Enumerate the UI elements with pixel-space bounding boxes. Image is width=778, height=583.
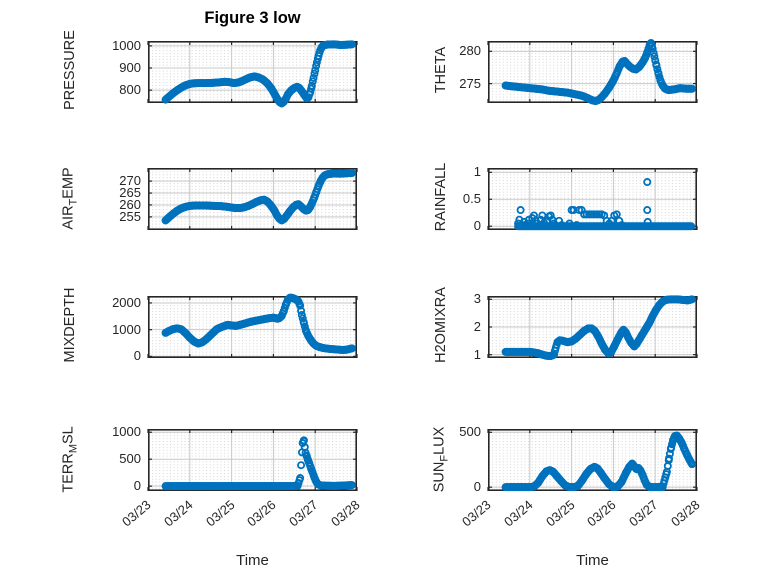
- data-markers-terr-msl: [161, 436, 356, 491]
- data-markers-theta: [501, 38, 696, 106]
- y-tick-label: 800: [119, 82, 141, 98]
- x-tick-label: 03/28: [328, 497, 363, 530]
- y-tick-label: 0: [473, 479, 481, 495]
- x-tick-label: 03/26: [244, 497, 280, 530]
- y-tick-label: 1000: [112, 424, 141, 440]
- data-markers-mixdepth: [161, 293, 356, 354]
- y-tick-label: 270: [119, 173, 141, 189]
- x-tick-label: 03/25: [542, 497, 578, 530]
- y-tick-label: 0: [133, 348, 141, 364]
- plot-area-h2omixra: [487, 295, 698, 361]
- x-tick-label: 03/24: [500, 497, 536, 530]
- y-tick-label: 0: [473, 218, 481, 234]
- data-markers-pressure: [161, 40, 356, 108]
- x-tick-label: 03/28: [668, 497, 703, 530]
- y-tick-label: 1000: [112, 37, 141, 53]
- data-markers-sun-flux: [501, 431, 696, 492]
- data-markers-rainfall: [514, 178, 696, 231]
- plot-area-air-temp: [147, 168, 358, 231]
- y-tick-label: 280: [459, 43, 481, 59]
- y-tick-label: 2000: [112, 294, 141, 310]
- figure-title: Figure 3 low: [204, 9, 301, 27]
- y-tick-label: 275: [459, 75, 481, 91]
- y-tick-label: 900: [119, 60, 141, 75]
- x-tick-label: 03/27: [286, 497, 321, 530]
- y-tick-label: 500: [459, 424, 481, 440]
- x-tick-label: 03/26: [584, 497, 620, 530]
- data-markers-air-temp: [161, 169, 356, 225]
- y-tick-label: 1: [473, 164, 481, 180]
- x-axis-title-right: Time: [576, 552, 609, 569]
- y-tick-label: 0.5: [462, 191, 481, 207]
- y-axis-label-terr-msl: TERRMSL: [60, 426, 80, 493]
- y-tick-label: 1: [473, 346, 481, 362]
- y-tick-label: 255: [119, 208, 141, 224]
- x-tick-label: 03/27: [626, 497, 661, 530]
- plot-area-rainfall: [487, 168, 698, 231]
- x-tick-label: 03/23: [459, 497, 494, 530]
- y-tick-label: 260: [119, 196, 141, 212]
- plot-area-terr-msl: [147, 429, 358, 492]
- y-tick-label: 1000: [112, 321, 141, 337]
- y-tick-label: 3: [473, 291, 481, 307]
- plot-area-theta: [487, 38, 698, 106]
- plot-area-mixdepth: [147, 293, 358, 359]
- y-tick-label: 500: [119, 451, 141, 467]
- y-tick-label: 2: [473, 319, 481, 334]
- plot-area-pressure: [147, 40, 358, 108]
- x-tick-label: 03/24: [160, 497, 196, 530]
- y-tick-label: 265: [119, 185, 141, 201]
- plot-area-sun-flux: [487, 429, 698, 492]
- x-tick-label: 03/25: [202, 497, 238, 530]
- y-tick-label: 0: [133, 478, 141, 494]
- data-markers-h2omixra: [501, 295, 696, 361]
- x-tick-label: 03/23: [119, 497, 154, 530]
- x-axis-title-left: Time: [236, 552, 269, 569]
